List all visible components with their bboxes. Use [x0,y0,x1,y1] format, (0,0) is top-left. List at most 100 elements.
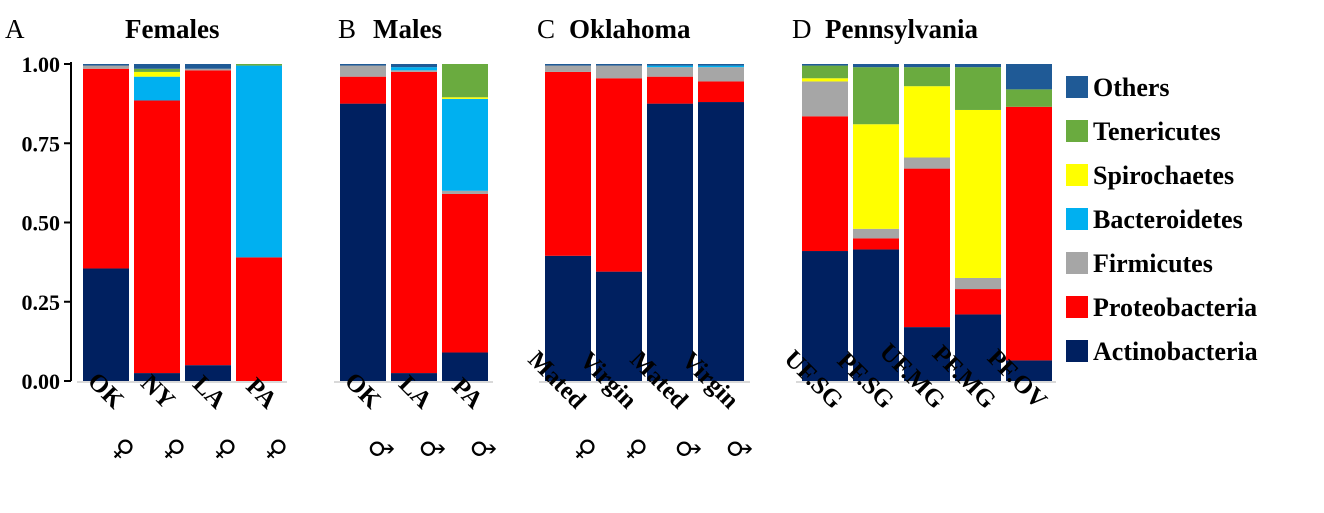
panel-letter: A [5,14,25,44]
y-tick-label: 0.00 [22,369,61,394]
bar-segment-others [955,64,1001,68]
bar-segment-actinobacteria [185,365,231,381]
bar-segment-firmicutes [83,65,129,69]
bar-segment-bacteroidetes [647,65,693,68]
bar-segment-others [698,64,744,66]
panel-letter: C [537,14,555,44]
bar-segment-actinobacteria [955,314,1001,381]
bar-segment-spirochaetes [904,86,950,158]
bar-segment-others [647,64,693,66]
bar-segment-firmicutes [340,65,386,77]
legend-label: Spirochaetes [1093,161,1234,190]
female-symbol: ♀ [156,432,191,467]
bar-segment-actinobacteria [802,251,848,381]
bar-segment-others [340,64,386,66]
bar-segment-spirochaetes [134,71,180,77]
bar-segment-tenericutes [1006,89,1052,107]
bar-segment-others [134,64,180,69]
bar-segment-actinobacteria [698,102,744,381]
female-symbol: ♀ [105,432,140,467]
bar-segment-actinobacteria [596,271,642,381]
bar-segment-proteobacteria [802,116,848,252]
bar-segment-firmicutes [185,68,231,71]
bar-segment-actinobacteria [545,255,591,381]
female-symbol: ♀ [567,432,602,467]
bar-segment-proteobacteria [904,168,950,328]
bar-segment-others [391,64,437,68]
male-symbol: ♂ [463,431,501,469]
legend-swatch [1066,252,1088,274]
bar-segment-actinobacteria [83,268,129,381]
bar-segment-actinobacteria [853,249,899,381]
bar-segment-spirochaetes [802,78,848,82]
bar-segment-firmicutes [391,70,437,72]
bar-segment-bacteroidetes [698,65,744,68]
panel-letter: D [792,14,812,44]
bar-segment-others [545,64,591,66]
bar-segment-proteobacteria [340,76,386,104]
female-symbol: ♀ [618,432,653,467]
male-symbol: ♂ [668,431,706,469]
bar-segment-proteobacteria [596,78,642,272]
legend-swatch [1066,296,1088,318]
bar-segment-actinobacteria [391,373,437,381]
panel-title: Oklahoma [569,14,691,44]
legend-label: Firmicutes [1093,249,1213,278]
bar-segment-proteobacteria [955,289,1001,315]
y-tick-label: 0.75 [22,131,61,156]
bar-segment-proteobacteria [442,193,488,353]
male-symbol: ♂ [412,431,450,469]
male-symbol: ♂ [361,431,399,469]
bar-segment-firmicutes [647,67,693,77]
male-symbol: ♂ [719,431,757,469]
bar-segment-tenericutes [802,65,848,79]
panel-title: Males [373,14,442,44]
bar-segment-actinobacteria [340,103,386,381]
bar-segment-proteobacteria [134,100,180,374]
female-symbol: ♀ [207,432,242,467]
bar-segment-tenericutes [134,68,180,72]
y-tick-label: 1.00 [22,52,61,77]
panel-letter: B [338,14,356,44]
panel-title: Pennsylvania [825,14,979,44]
bar-segment-others [1006,64,1052,90]
female-symbol: ♀ [258,432,293,467]
bar-segment-actinobacteria [442,352,488,381]
bar-segment-others [185,64,231,69]
bar-segment-bacteroidetes [134,76,180,101]
bar-segment-firmicutes [904,157,950,169]
panel-title: Females [125,14,219,44]
legend-swatch [1066,164,1088,186]
bar-segment-tenericutes [442,64,488,98]
bar-segment-actinobacteria [904,327,950,381]
bar-segment-actinobacteria [647,103,693,381]
legend-label: Proteobacteria [1093,293,1257,322]
legend-label: Tenericutes [1093,117,1221,146]
legend-label: Others [1093,73,1170,102]
y-tick-label: 0.50 [22,211,61,236]
bar-segment-bacteroidetes [236,65,282,258]
bar-segment-others [904,64,950,68]
y-tick-label: 0.25 [22,290,61,315]
bar-segment-proteobacteria [698,81,744,103]
bar-segment-tenericutes [904,67,950,87]
bar-segment-proteobacteria [83,68,129,269]
legend-swatch [1066,76,1088,98]
bar-segment-others [802,64,848,66]
bar-segment-proteobacteria [391,71,437,374]
bar-segment-spirochaetes [955,109,1001,278]
legend-label: Actinobacteria [1093,337,1258,366]
bar-segment-proteobacteria [1006,106,1052,361]
bar-segment-tenericutes [236,64,282,66]
bar-segment-tenericutes [955,67,1001,110]
legend-swatch [1066,120,1088,142]
legend-label: Bacteroidetes [1093,205,1243,234]
bar-segment-proteobacteria [185,70,231,366]
legend-swatch [1066,208,1088,230]
bar-segment-spirochaetes [853,124,899,229]
bar-segment-others [853,64,899,68]
bar-segment-proteobacteria [853,238,899,250]
bar-segment-firmicutes [545,65,591,72]
